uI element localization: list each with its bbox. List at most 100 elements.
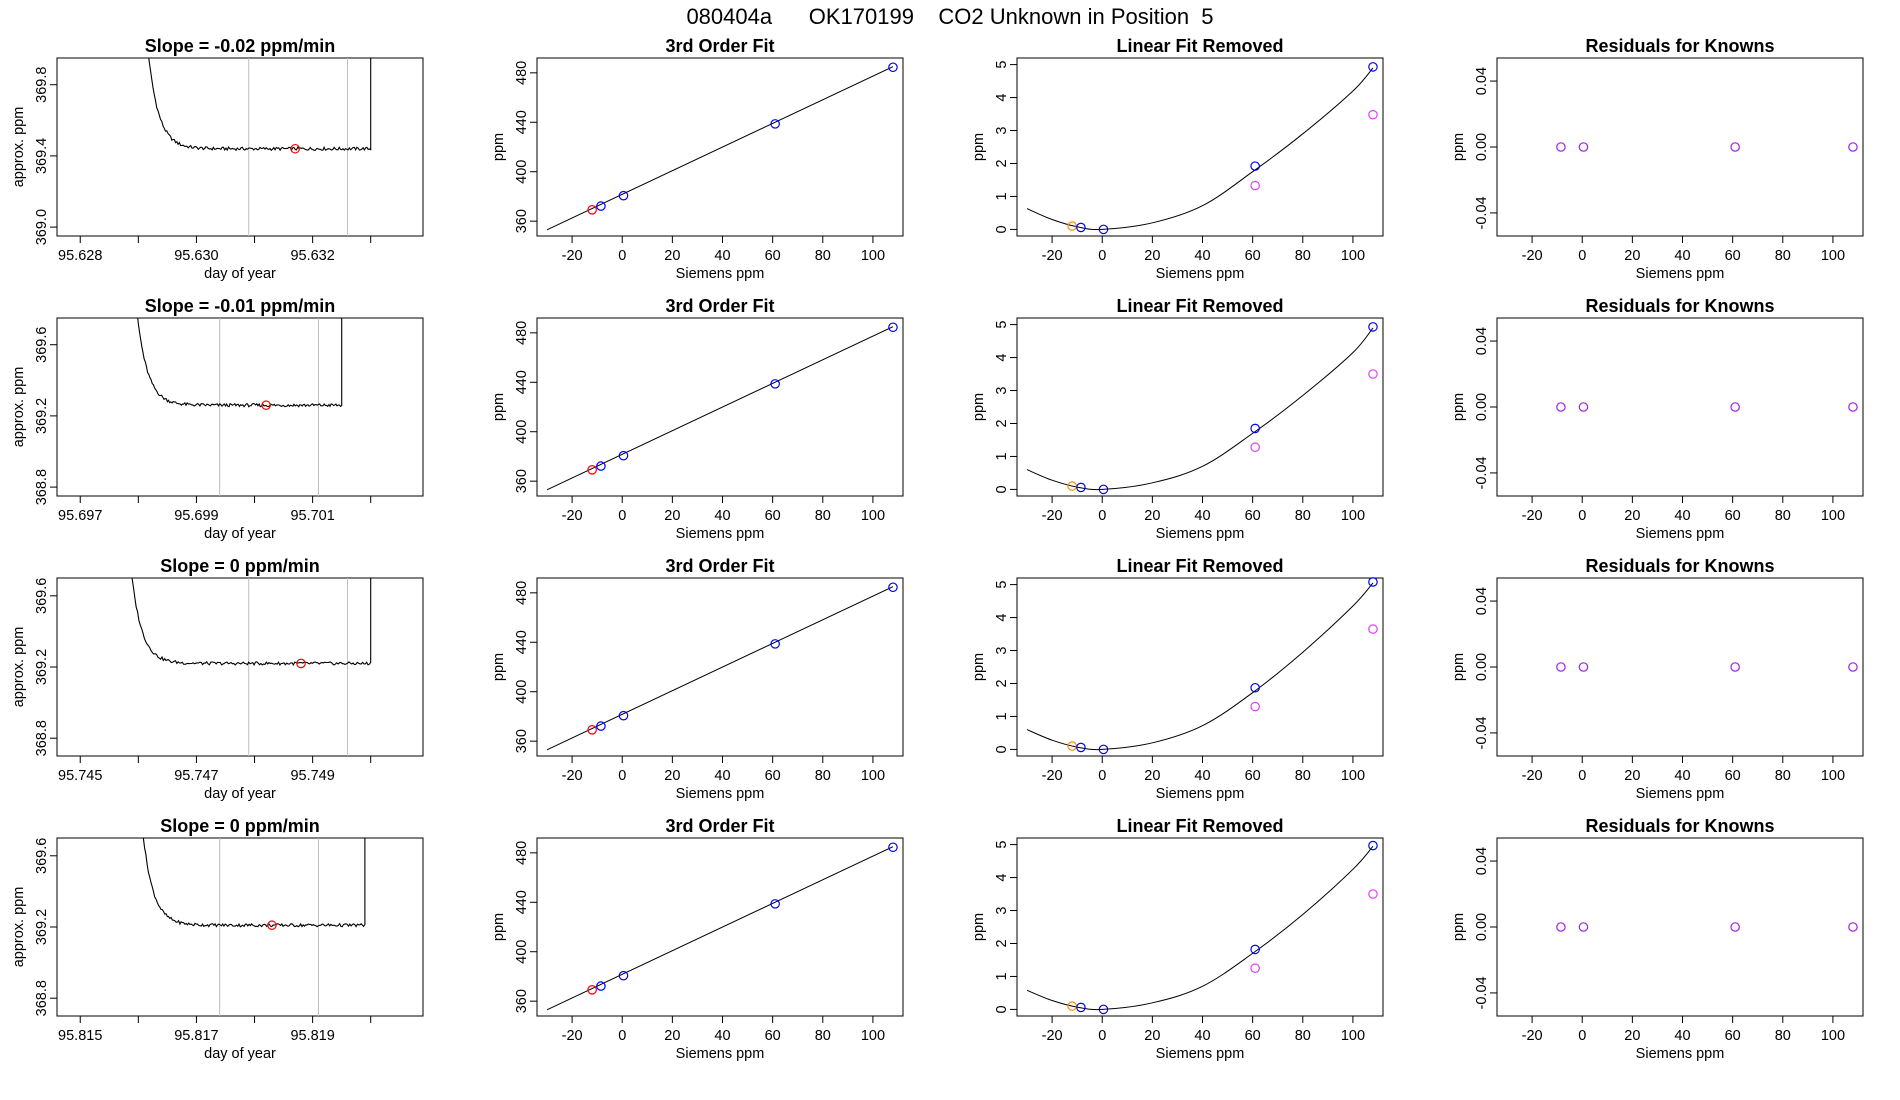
x-tick-label: 20 xyxy=(1624,768,1640,784)
x-tick-label: 40 xyxy=(714,248,730,264)
y-tick-label: 360 xyxy=(514,989,530,1013)
panel-title: Residuals for Knowns xyxy=(1585,296,1774,316)
x-tick-label: 95.701 xyxy=(290,508,334,524)
x-tick-label: 95.697 xyxy=(58,508,102,524)
fit-point xyxy=(888,322,898,333)
plot-frame xyxy=(1016,837,1384,1017)
y-axis-label: ppm xyxy=(1451,653,1467,681)
x-axis-label: day of year xyxy=(204,526,276,542)
time-series-panel: Slope = 0 ppm/min 95.815 95.817 95.819 day o… xyxy=(11,816,424,1062)
y-tick-label: 369.4 xyxy=(34,138,50,174)
linear-point xyxy=(1368,109,1378,120)
x-tick-label: 95.749 xyxy=(290,768,334,784)
linear-point xyxy=(1076,482,1086,493)
y-tick-label: 369.0 xyxy=(34,209,50,245)
trace-line xyxy=(142,838,366,928)
x-tick-label: 100 xyxy=(861,508,885,524)
x-tick-label: 95.699 xyxy=(174,508,218,524)
x-tick-label: 20 xyxy=(1624,508,1640,524)
x-axis-label: Siemens ppm xyxy=(1156,1046,1245,1062)
x-tick-label: 80 xyxy=(1775,508,1791,524)
y-axis-label: ppm xyxy=(971,913,987,941)
residual-point xyxy=(1556,142,1566,152)
panel-title: 3rd Order Fit xyxy=(665,296,774,316)
x-tick-label: 80 xyxy=(1775,1028,1791,1044)
x-tick-label: 60 xyxy=(765,508,781,524)
fit-point xyxy=(596,721,606,731)
panel-title: Residuals for Knowns xyxy=(1585,36,1774,56)
residuals-panel: Residuals for Knowns -20 0 20 40 60 80 100 Sieme… xyxy=(1451,556,1864,802)
fit-panel: 3rd Order Fit -20 0 20 40 60 80 100 Siemens ppm 3… xyxy=(491,556,904,802)
panel-title: Linear Fit Removed xyxy=(1116,816,1283,836)
fit-point xyxy=(618,970,629,981)
x-tick-label: 40 xyxy=(714,1028,730,1044)
plot-frame xyxy=(1496,57,1864,237)
y-tick-label: 440 xyxy=(514,110,530,134)
linear-point xyxy=(1368,62,1378,72)
y-tick-label: 369.6 xyxy=(34,327,50,363)
linear-point xyxy=(1368,322,1378,332)
x-tick-label: -20 xyxy=(1522,768,1543,784)
fit-point xyxy=(618,710,629,721)
x-tick-label: 60 xyxy=(1725,768,1741,784)
page-title: 080404a OK170199 CO2 Unknown in Position… xyxy=(686,4,1214,29)
x-axis-label: Siemens ppm xyxy=(676,786,765,802)
x-tick-label: -20 xyxy=(562,248,583,264)
time-series-panel: Slope = -0.02 ppm/min 95.628 95.630 95.632 d… xyxy=(11,36,424,282)
y-tick-label: 440 xyxy=(514,630,530,654)
linear-point xyxy=(1076,742,1086,753)
x-axis-label: Siemens ppm xyxy=(1636,1046,1725,1062)
panel-title: 3rd Order Fit xyxy=(665,816,774,836)
residual-point xyxy=(1848,662,1858,672)
fit-point xyxy=(596,981,606,991)
x-tick-label: 95.628 xyxy=(58,248,102,264)
x-tick-label: 20 xyxy=(1144,248,1160,264)
linear-point xyxy=(1250,682,1260,693)
fit-point xyxy=(596,201,606,211)
y-tick-label: 369.6 xyxy=(34,838,50,874)
y-tick-label: 1 xyxy=(994,452,1010,460)
x-tick-label: -20 xyxy=(1042,768,1063,784)
y-tick-label: 3 xyxy=(994,126,1010,134)
x-tick-label: 100 xyxy=(861,248,885,264)
x-tick-label: 0 xyxy=(1578,248,1586,264)
residuals-panel: Residuals for Knowns -20 0 20 40 60 80 100 Sieme… xyxy=(1451,36,1864,282)
x-axis-label: Siemens ppm xyxy=(1156,266,1245,282)
fit-panel: 3rd Order Fit -20 0 20 40 60 80 100 Siemens ppm 3… xyxy=(491,36,904,282)
x-tick-label: 0 xyxy=(1098,768,1106,784)
x-tick-label: 100 xyxy=(1821,1028,1845,1044)
y-axis-label: ppm xyxy=(491,393,507,421)
y-tick-label: 480 xyxy=(514,61,530,85)
x-axis-label: Siemens ppm xyxy=(1156,526,1245,542)
y-axis-label: approx. ppm xyxy=(11,627,27,708)
x-tick-label: -20 xyxy=(1522,508,1543,524)
y-tick-label: 369.2 xyxy=(34,398,50,434)
fit-point xyxy=(888,62,898,73)
x-tick-label: 100 xyxy=(1821,508,1845,524)
y-tick-label: 0 xyxy=(994,485,1010,493)
x-tick-label: 40 xyxy=(1674,508,1690,524)
plot-frame xyxy=(536,317,904,497)
y-tick-label: 368.8 xyxy=(34,469,50,505)
fit-point xyxy=(587,204,597,215)
linear-point xyxy=(1076,1002,1086,1013)
sample-marker xyxy=(261,400,271,411)
y-tick-label: 4 xyxy=(994,614,1010,622)
residual-point xyxy=(1730,402,1740,412)
x-tick-label: -20 xyxy=(562,508,583,524)
y-tick-label: 0.04 xyxy=(1474,327,1490,355)
linear-point xyxy=(1076,222,1086,233)
x-tick-label: 80 xyxy=(1295,508,1311,524)
y-tick-label: 0.04 xyxy=(1474,587,1490,615)
plot-frame xyxy=(1496,577,1864,757)
x-tick-label: 100 xyxy=(1821,768,1845,784)
y-tick-label: 4 xyxy=(994,874,1010,882)
x-tick-label: 0 xyxy=(618,1028,626,1044)
y-axis-label: ppm xyxy=(971,393,987,421)
y-tick-label: 369.2 xyxy=(34,649,50,685)
x-tick-label: 100 xyxy=(861,1028,885,1044)
panel-title: 3rd Order Fit xyxy=(665,556,774,576)
x-tick-label: 20 xyxy=(1624,248,1640,264)
x-tick-label: 40 xyxy=(714,768,730,784)
x-tick-label: 40 xyxy=(1194,248,1210,264)
